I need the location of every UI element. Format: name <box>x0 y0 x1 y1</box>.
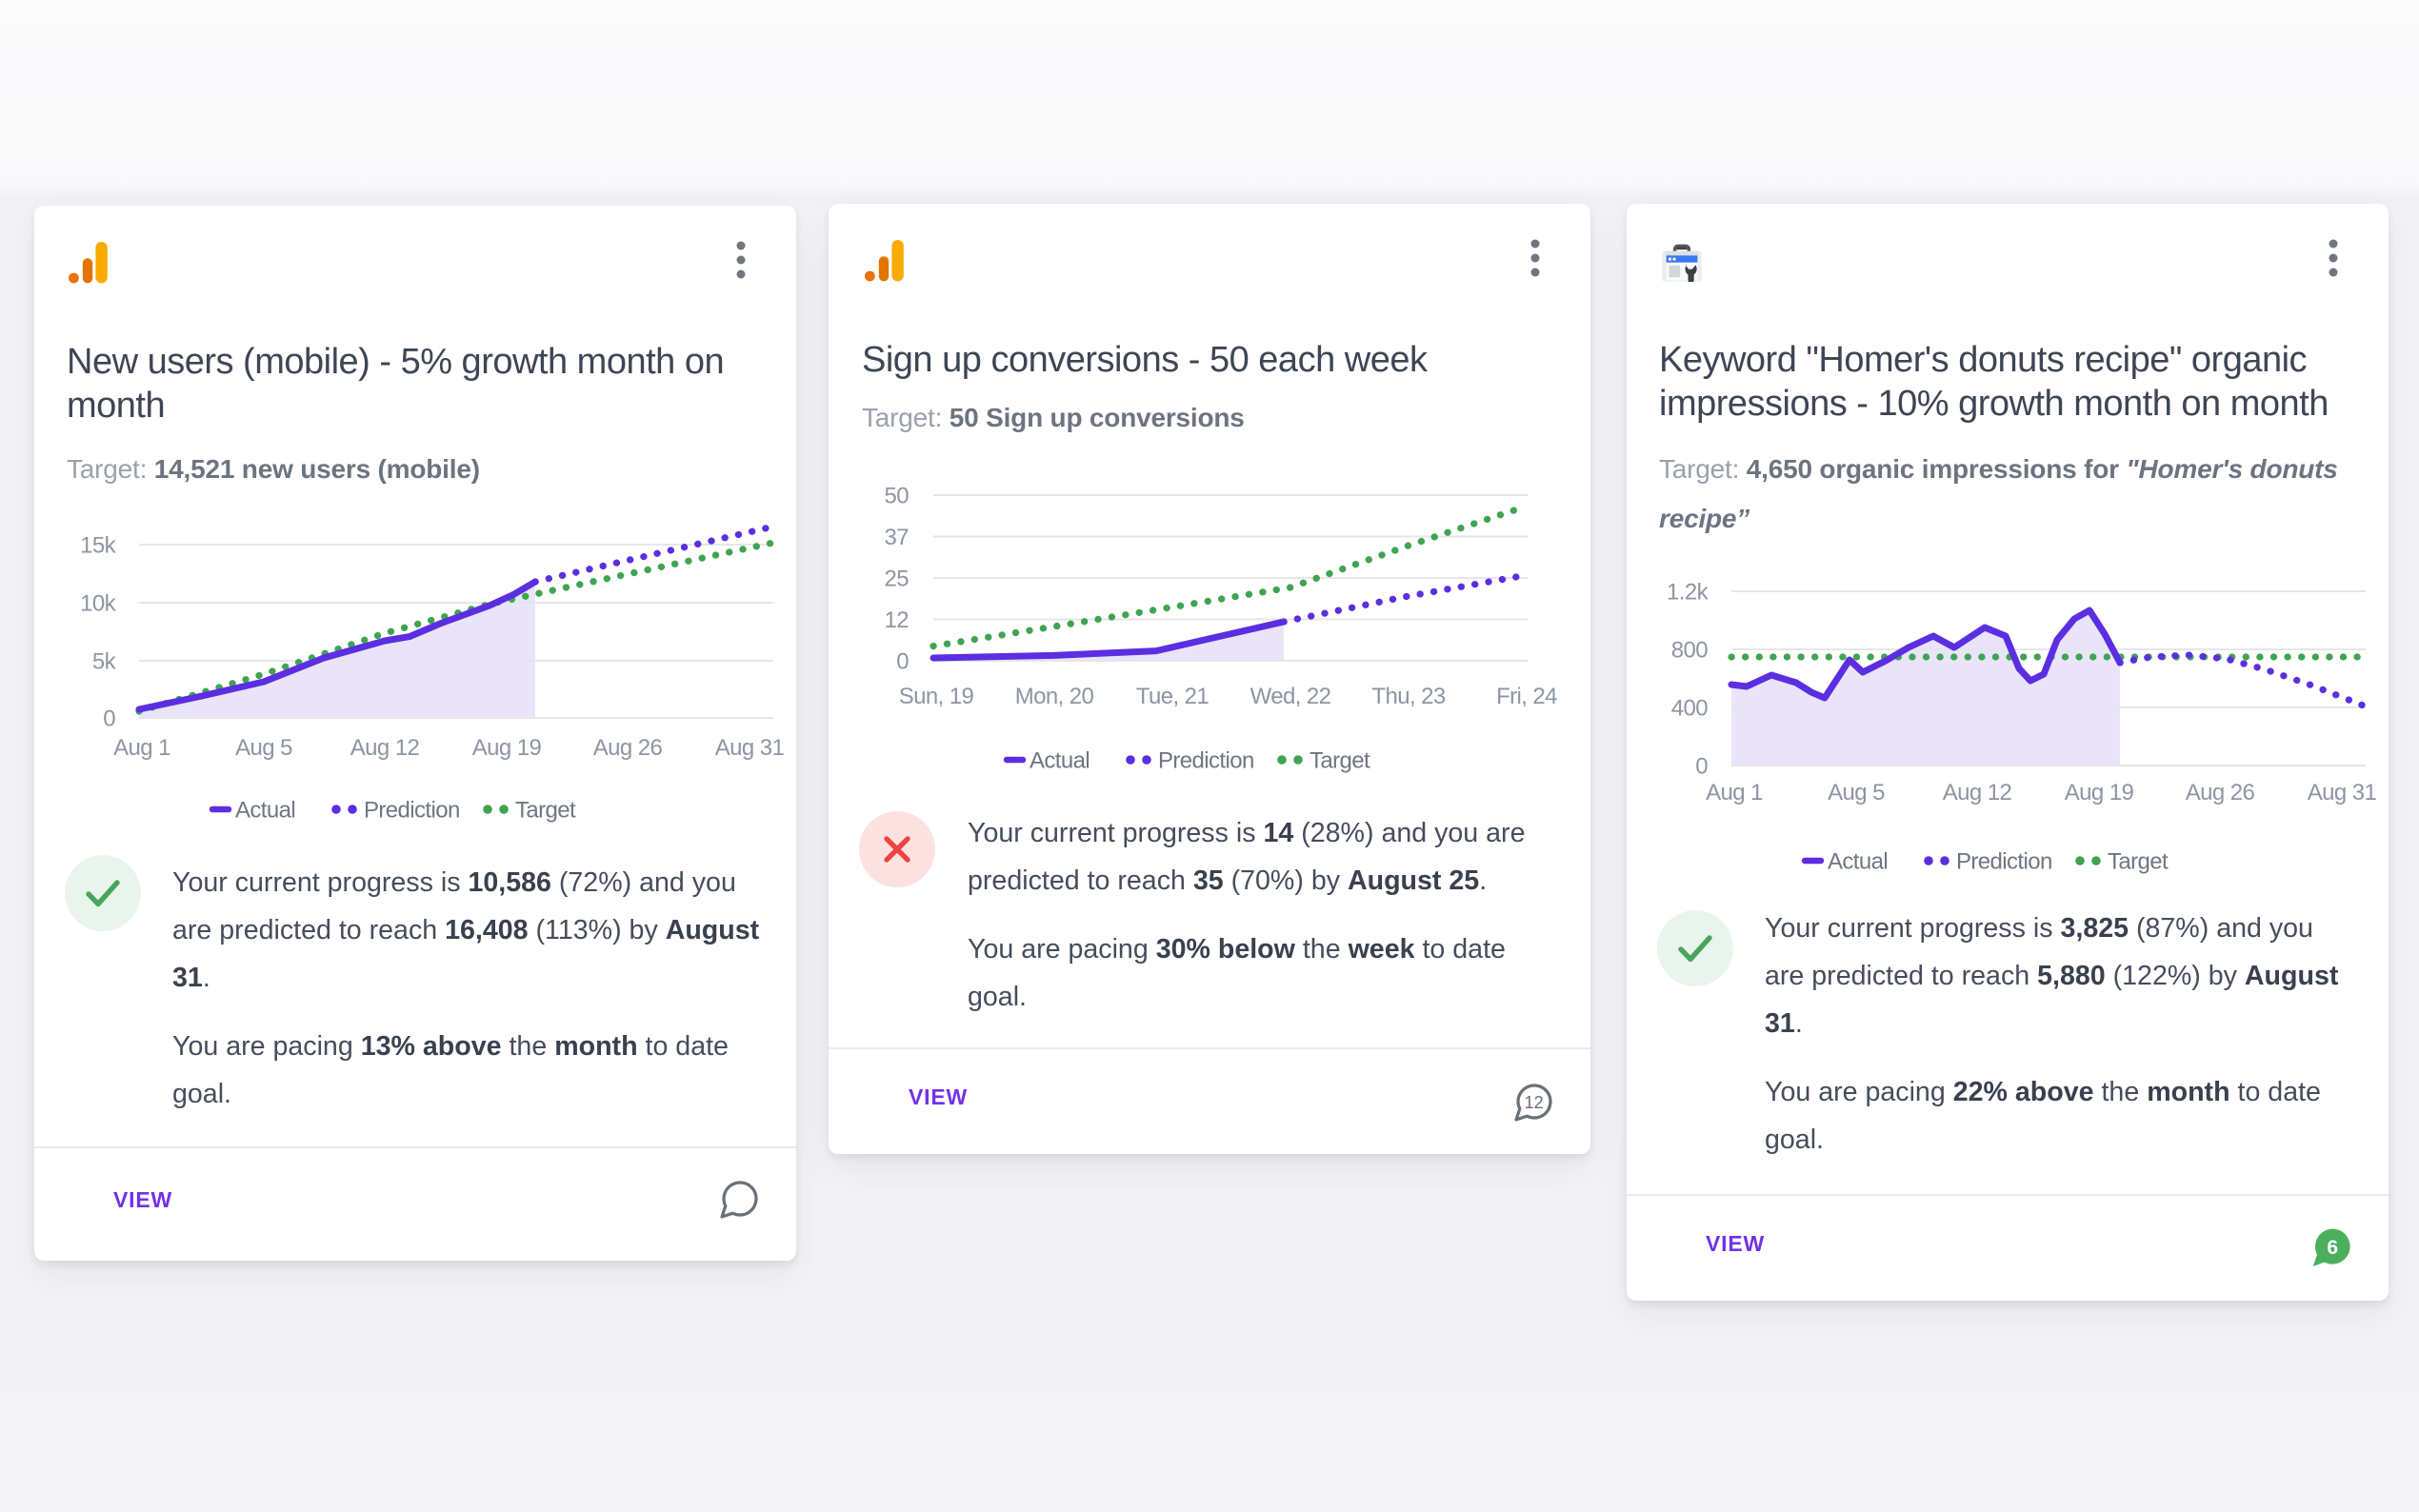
svg-text:12: 12 <box>1525 1092 1544 1111</box>
svg-text:Fri, 24: Fri, 24 <box>1496 684 1557 709</box>
svg-text:Tue, 21: Tue, 21 <box>1136 684 1210 709</box>
svg-text:Aug 12: Aug 12 <box>350 735 419 761</box>
svg-text:Target: Target <box>1309 748 1370 774</box>
svg-text:400: 400 <box>1670 696 1707 722</box>
svg-text:0: 0 <box>1694 754 1707 780</box>
svg-text:0: 0 <box>896 649 909 675</box>
svg-text:Aug 26: Aug 26 <box>592 735 662 761</box>
svg-text:Aug 26: Aug 26 <box>2185 780 2254 806</box>
svg-text:Sun, 19: Sun, 19 <box>899 684 974 709</box>
svg-text:Aug 1: Aug 1 <box>112 735 170 761</box>
svg-text:Aug 31: Aug 31 <box>2307 780 2376 806</box>
svg-text:Prediction: Prediction <box>1955 849 2051 875</box>
svg-text:12: 12 <box>885 607 910 633</box>
svg-text:Wed, 22: Wed, 22 <box>1250 684 1331 709</box>
svg-text:Target: Target <box>514 798 575 824</box>
svg-text:Thu, 23: Thu, 23 <box>1371 684 1445 709</box>
svg-text:37: 37 <box>885 525 910 550</box>
svg-text:1.2k: 1.2k <box>1666 580 1709 606</box>
svg-text:Actual: Actual <box>1827 849 1887 875</box>
svg-text:Mon, 20: Mon, 20 <box>1015 684 1094 709</box>
svg-text:Actual: Actual <box>234 798 294 824</box>
svg-text:Aug 5: Aug 5 <box>234 735 291 761</box>
svg-text:Aug 19: Aug 19 <box>471 735 541 761</box>
svg-text:Aug 19: Aug 19 <box>2064 780 2133 806</box>
svg-text:0: 0 <box>102 706 114 732</box>
svg-text:Aug 1: Aug 1 <box>1705 780 1762 806</box>
svg-text:Prediction: Prediction <box>363 798 459 824</box>
svg-text:Actual: Actual <box>1030 748 1090 774</box>
svg-text:Target: Target <box>2107 849 2168 875</box>
svg-text:5k: 5k <box>91 649 116 675</box>
svg-text:Aug 12: Aug 12 <box>1942 780 2011 806</box>
svg-text:50: 50 <box>885 484 910 509</box>
svg-text:Aug 31: Aug 31 <box>714 735 784 761</box>
svg-text:15k: 15k <box>79 533 115 559</box>
svg-text:25: 25 <box>885 567 910 592</box>
svg-text:6: 6 <box>2326 1237 2337 1259</box>
svg-text:800: 800 <box>1670 638 1707 664</box>
svg-text:Prediction: Prediction <box>1158 748 1254 774</box>
svg-text:10k: 10k <box>79 591 115 617</box>
svg-text:Aug 5: Aug 5 <box>1827 780 1884 806</box>
